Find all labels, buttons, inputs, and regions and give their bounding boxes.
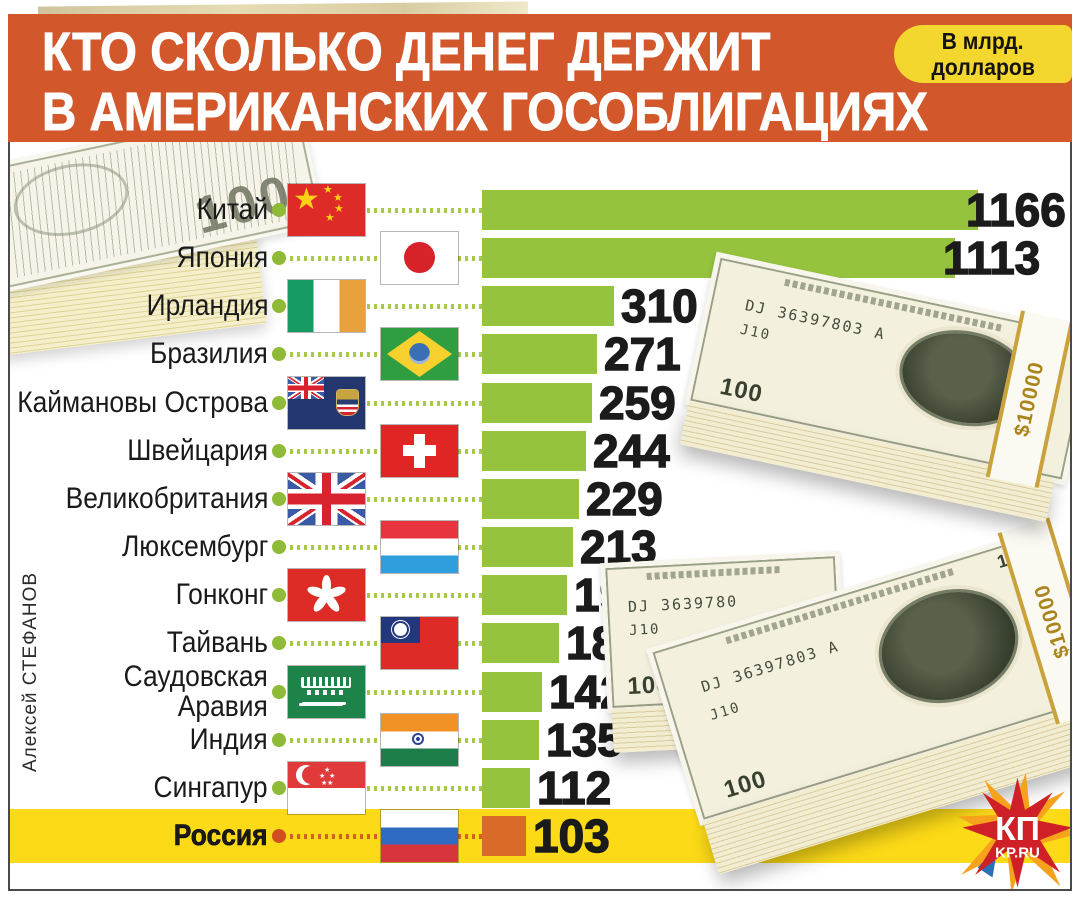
bar-china [482,190,978,230]
bar-luxembourg [482,527,573,567]
leader-dot [272,588,286,602]
value-label-singapore: 112 [536,761,612,814]
flag-ireland-icon [288,280,365,332]
kp-logo-subtext: KP.RU [995,845,1040,862]
value-label-brazil: 271 [603,327,681,380]
title-line-1: КТО СКОЛЬКО ДЕНЕГ ДЕРЖИТ [42,22,771,83]
leader-dot [272,685,286,699]
bar-russia [482,816,526,856]
value-label-uk: 229 [585,472,663,525]
country-label-india: Индия [189,723,268,756]
country-label-taiwan: Тайвань [166,626,268,659]
flag-singapore-icon: ★ ★ ★ ★ ★ [288,762,365,814]
leader-dot [272,251,286,265]
leader-dot [272,540,286,554]
flag-japan-icon [381,232,458,284]
leader-dot [272,829,286,843]
flag-uk-icon [288,473,365,525]
leader-line [290,786,482,791]
value-label-russia: 103 [532,809,610,862]
country-label-uk: Великобритания [65,482,268,515]
flag-saudi-arabia-icon [288,666,365,718]
title-line-2: В АМЕРИКАНСКИХ ГОСОБЛИГАЦИЯХ [42,82,929,143]
leader-line [290,593,482,598]
chart-panel: 100 Китай ★ ★ ★ ★ ★ 1166 Япония 1113 Ирландия 310 Б… [8,142,1072,891]
bar-singapore [482,768,530,808]
value-label-switzerland: 244 [592,424,670,477]
leader-line [290,690,482,695]
header-banner: КТО СКОЛЬКО ДЕНЕГ ДЕРЖИТ В АМЕРИКАНСКИХ … [8,14,1072,143]
bill-plate: J10 [708,699,743,724]
bar-uk [482,479,579,519]
bill-serial: DJ 3639780 [627,592,739,616]
leader-dot [272,733,286,747]
unit-badge: В млрд. долларов [894,25,1072,83]
bar-switzerland [482,431,586,471]
kp-logo-text: КП [995,810,1040,848]
country-label-singapore: Сингапур [153,771,268,804]
leader-line [290,497,482,502]
leader-dot [272,444,286,458]
bar-cayman-islands [482,383,592,423]
unit-badge-line-1: В млрд. [942,28,1024,54]
country-label-saudi-arabia: Саудовская Аравия [123,660,268,723]
franklin-portrait [868,576,1029,717]
bar-india [482,720,539,760]
country-label-japan: Япония [176,241,268,274]
country-label-cayman-islands: Каймановы Острова [17,386,268,419]
bar-saudi-arabia [482,672,542,712]
flag-hong-kong-icon [288,569,365,621]
country-label-luxembourg: Люксембург [121,530,268,563]
country-label-hong-kong: Гонконг [175,578,268,611]
country-label-ireland: Ирландия [146,289,268,322]
flag-switzerland-icon [381,425,458,477]
bar-ireland [482,286,614,326]
leader-line [290,208,482,213]
value-label-cayman-islands: 259 [598,376,676,429]
leader-dot [272,299,286,313]
value-label-ireland: 310 [620,279,698,332]
flag-russia-icon [381,810,458,862]
country-label-china: Китай [196,193,268,226]
author-credit: Алексей СТЕФАНОВ [20,571,41,772]
leader-dot [272,636,286,650]
value-label-japan: 1113 [942,231,1041,284]
leader-dot [272,203,286,217]
country-label-russia: Россия [174,819,268,852]
flag-china-icon: ★ ★ ★ ★ ★ [288,184,365,236]
bill-serial: DJ 36397803 A [698,636,842,696]
bar-brazil [482,334,597,374]
bar-taiwan [482,623,559,663]
country-label-brazil: Бразилия [150,337,268,370]
money-bundle: DJ 36397803 A J10 100 $10000 [672,251,1070,543]
bill-plate: J10 [738,321,773,345]
value-label-china: 1166 [965,183,1066,236]
leader-dot [272,781,286,795]
leader-line [290,304,482,309]
flag-cayman-islands-icon [288,377,365,429]
bar-hong-kong [482,575,567,615]
flag-brazil-icon [381,328,458,380]
flag-india-icon [381,714,458,766]
bill-plate: J10 [628,621,661,639]
unit-badge-line-2: долларов [931,54,1035,80]
flag-luxembourg-icon [381,521,458,573]
leader-line [290,401,482,406]
page-title: КТО СКОЛЬКО ДЕНЕГ ДЕРЖИТ В АМЕРИКАНСКИХ … [42,22,929,143]
flag-taiwan-icon [381,617,458,669]
leader-dot [272,396,286,410]
value-label-india: 135 [545,713,623,766]
leader-dot [272,492,286,506]
kp-logo: КП KP.RU [957,773,1070,889]
leader-dot [272,347,286,361]
country-label-switzerland: Швейцария [127,434,268,467]
